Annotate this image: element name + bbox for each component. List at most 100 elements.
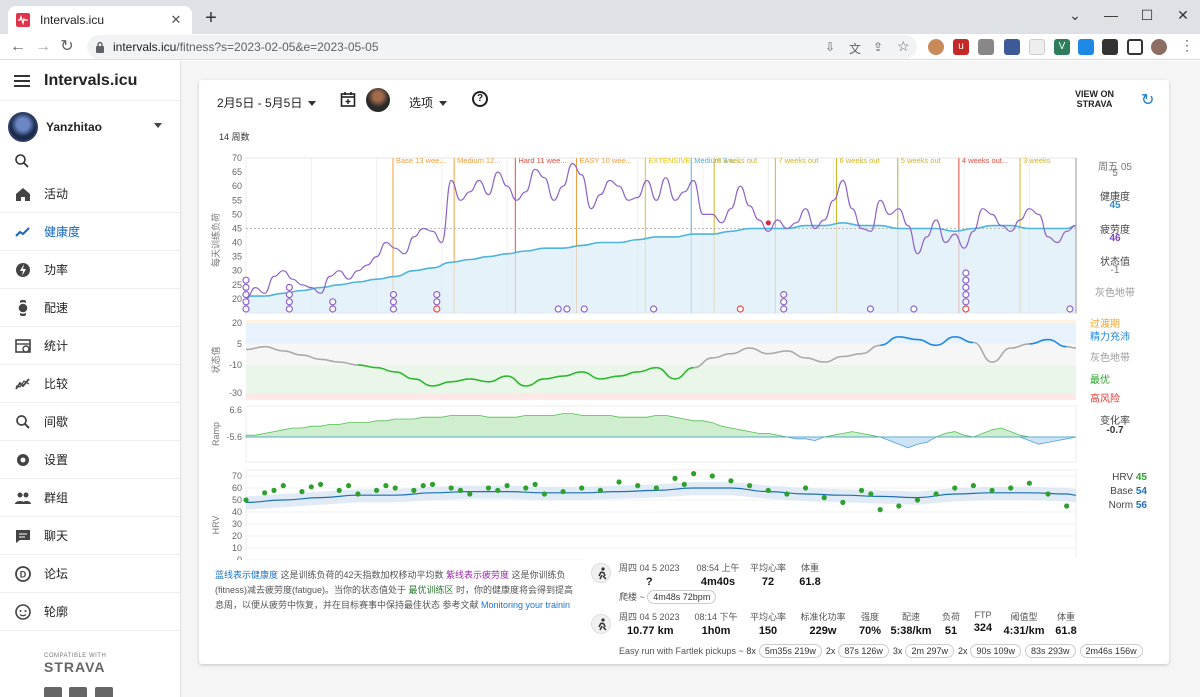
close-window-button[interactable]: ✕ (1177, 7, 1189, 23)
app: Intervals.icu Yanzhitao 活动 健康度 功率 配速 统计 比较 间歇设… (0, 61, 1200, 697)
browser-tab[interactable]: Intervals.icu ✕ (8, 6, 192, 34)
chevron-down-icon[interactable] (154, 123, 162, 128)
sidebar-item-2[interactable]: 功率 (0, 251, 180, 289)
share-icon[interactable]: ⇪ (873, 40, 884, 54)
hrv-point (355, 491, 361, 497)
hrv-y-tick: 50 (232, 495, 242, 505)
fitness-card: 2月5日 - 5月5日 选项 ? VIEW ON STRAVA ↻ 14 周数 7… (199, 80, 1169, 664)
new-tab-button[interactable]: + (205, 7, 217, 29)
extension-pen-icon[interactable] (978, 39, 994, 55)
hrv-point (802, 485, 809, 491)
activity-dot (962, 291, 970, 299)
athlete-avatar[interactable] (366, 88, 390, 112)
interval-chip: 5m35s 219w (758, 644, 822, 658)
user-menu[interactable]: Yanzhitao (0, 101, 180, 153)
zone-fresh: 精力充沛 (1090, 332, 1130, 343)
forward-icon[interactable]: → (35, 38, 51, 55)
translate-icon[interactable]: 文 (849, 42, 862, 56)
interval-chip: 83s 293w (1025, 644, 1076, 658)
back-icon[interactable]: ← (10, 38, 26, 55)
load-y-tick: 35 (232, 252, 242, 262)
form-line-segment (488, 375, 508, 383)
sidebar-item-5[interactable]: 比较 (0, 365, 180, 403)
vue-devtools-icon[interactable]: V (1054, 39, 1070, 55)
activity-dot (962, 298, 970, 306)
form-line-segment (674, 366, 694, 380)
tab-close-icon[interactable]: ✕ (170, 12, 182, 27)
form-y-tick: 5 (237, 339, 242, 349)
hrv-y-axis-label: HRV (211, 516, 221, 535)
twitter-icon[interactable] (44, 687, 62, 697)
activity-dot (285, 305, 293, 313)
maximize-button[interactable]: ☐ (1140, 7, 1154, 23)
sidebar-item-4[interactable]: 统计 (0, 327, 180, 365)
calendar-add-icon[interactable] (340, 91, 356, 107)
ramp-y-tick: -5.6 (226, 432, 242, 442)
sidebar-item-10[interactable]: D 论坛 (0, 555, 180, 593)
date-range-select[interactable]: 2月5日 - 5月5日 (217, 94, 317, 111)
form-line-segment (768, 350, 787, 355)
chip-count: 2x (957, 646, 968, 656)
sidebar-item-1[interactable]: 健康度 (0, 213, 180, 251)
form-line-segment (861, 344, 881, 355)
hrv-point (579, 485, 585, 491)
bookmark-star-icon[interactable]: ☆ (897, 38, 910, 54)
refresh-icon[interactable]: ↻ (1141, 92, 1155, 109)
hrv-point (532, 481, 538, 487)
fitness-line (245, 221, 1077, 297)
reference-link[interactable]: Monitoring your trainin (481, 600, 571, 610)
hrv-point (933, 491, 939, 497)
sidebar-search-icon[interactable] (0, 153, 180, 175)
sidebar-item-11[interactable]: 轮廓 (0, 593, 180, 631)
activity-card-2[interactable]: 周四 04 5 2023 10.77 km 08:14 下午 1h0m 平均心率 15… (585, 606, 1157, 660)
view-on-strava-button[interactable]: VIEW ON STRAVA (1075, 89, 1115, 109)
hrv-point (1008, 485, 1014, 491)
install-icon[interactable]: ⇩ (825, 40, 836, 54)
activity-dot (242, 298, 250, 306)
side-panel-icon[interactable] (1127, 39, 1143, 55)
activity-dot (389, 298, 398, 306)
sidebar-item-9[interactable]: 聊天 (0, 517, 180, 555)
form-line-segment (730, 347, 750, 355)
minimize-button[interactable]: — (1104, 7, 1118, 23)
hamburger-menu-icon[interactable] (14, 74, 30, 87)
extension-square-icon[interactable] (1029, 39, 1045, 55)
options-menu[interactable]: 选项 (409, 94, 448, 111)
sidebar-item-8[interactable]: 群组 (0, 479, 180, 517)
activity-dot (554, 305, 562, 313)
hrv-point (597, 487, 603, 493)
help-icon[interactable]: ? (472, 91, 488, 107)
ublock-icon[interactable]: u (953, 39, 969, 55)
extension-avatar-icon[interactable] (928, 39, 944, 55)
sidebar-item-label: 功率 (44, 263, 69, 277)
extension-bus-icon[interactable] (1004, 39, 1020, 55)
watch-icon (14, 299, 32, 317)
hrv-plot-area (245, 469, 1077, 560)
ramp-label: 变化率 (1100, 416, 1130, 427)
form-y-tick: 20 (232, 318, 242, 328)
reload-icon[interactable]: ↻ (60, 38, 74, 55)
sidebar-item-6[interactable]: 间歇 (0, 403, 180, 441)
activity-card-1[interactable]: 周四 04 5 2023? 08:54 上午 4m40s 平均心率 72 体重 61.… (585, 557, 1157, 604)
load-y-axis-label: 每天训练负荷 (210, 213, 221, 267)
url-bar[interactable]: intervals.icu/fitness?s=2023-02-05&e=202… (87, 35, 917, 59)
hrv-point (457, 487, 464, 493)
sidebar-item-7[interactable]: 设置 (0, 441, 180, 479)
interval-chip: 2m 297w (905, 644, 954, 658)
sidebar-item-0[interactable]: 活动 (0, 175, 180, 213)
zone-fresh-band (246, 322, 1076, 344)
tab-search-icon[interactable]: ⌄ (1069, 7, 1081, 23)
ramp-y-tick: 6.6 (229, 405, 242, 415)
facebook-icon[interactable] (69, 687, 87, 697)
menu-kebab-icon[interactable]: ⋮ (1180, 37, 1194, 53)
hrv-point (485, 485, 492, 491)
sidebar-item-label: 论坛 (44, 567, 69, 581)
form-line-segment (917, 338, 937, 347)
extensions-puzzle-icon[interactable] (1102, 39, 1118, 55)
sidebar-item-3[interactable]: 配速 (0, 289, 180, 327)
extension-blue-icon[interactable] (1078, 39, 1094, 55)
strava-icon[interactable] (95, 687, 113, 697)
sidebar: Intervals.icu Yanzhitao 活动 健康度 功率 配速 统计 比较 间歇设… (0, 61, 181, 697)
profile-avatar-icon[interactable] (1151, 39, 1167, 55)
